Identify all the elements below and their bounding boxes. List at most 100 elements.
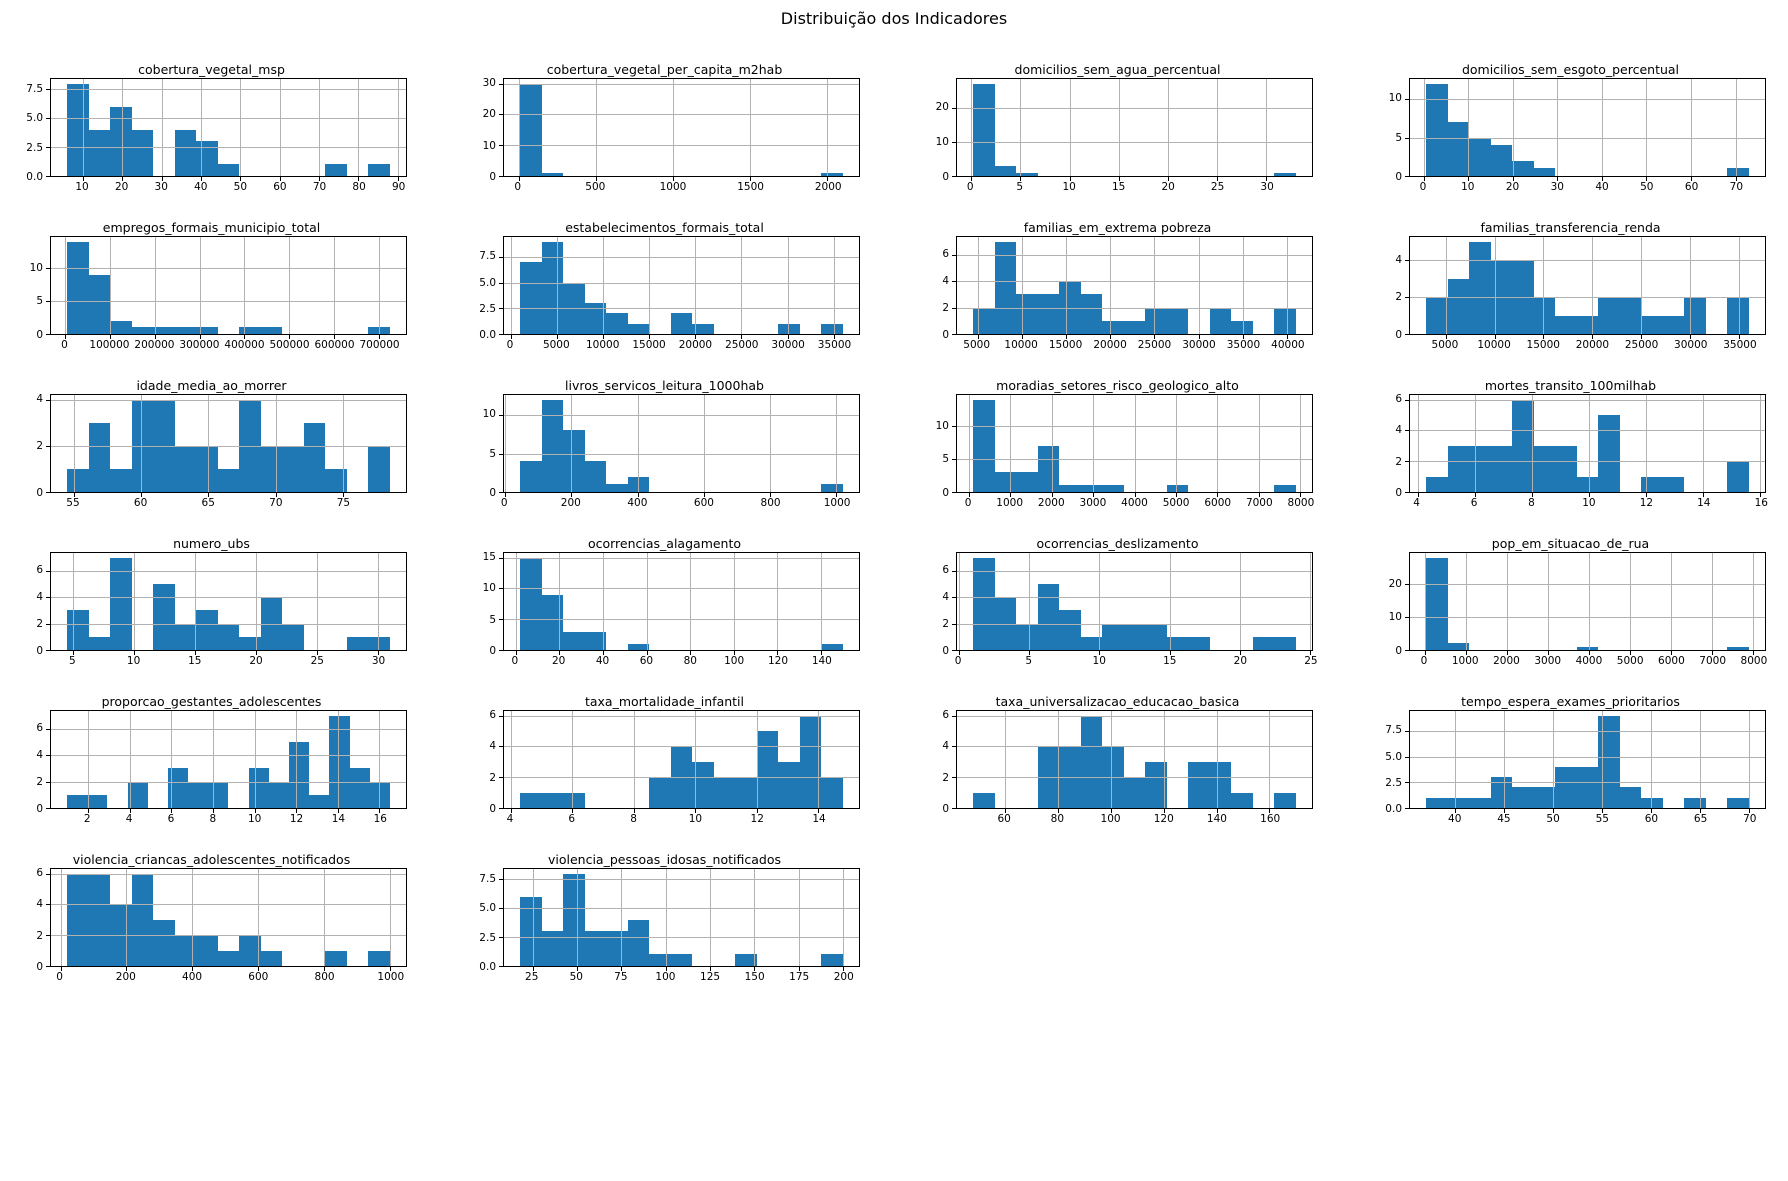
y-tick-label: 0 bbox=[942, 645, 949, 657]
gridline-horizontal bbox=[51, 89, 406, 91]
x-tick-mark bbox=[1093, 493, 1095, 497]
histogram-bar bbox=[110, 557, 132, 650]
x-tick-label: 0 bbox=[1419, 181, 1427, 193]
histogram-bar bbox=[606, 313, 628, 334]
x-tick-mark bbox=[240, 177, 242, 181]
y-axis-labels: 0 2 4 bbox=[1369, 236, 1404, 341]
histogram-bar bbox=[584, 303, 607, 334]
x-tick-mark bbox=[379, 809, 381, 813]
x-tick-label: 7000 bbox=[1699, 655, 1727, 667]
y-tick-label: 2.5 bbox=[26, 141, 43, 154]
histogram-bar bbox=[563, 792, 585, 808]
histogram-bar bbox=[110, 320, 132, 334]
y-tick-label: 2 bbox=[942, 302, 949, 315]
x-tick-label: 100 bbox=[655, 971, 676, 983]
x-tick-label: 10 bbox=[247, 813, 262, 825]
histogram-bar bbox=[1274, 307, 1296, 334]
histogram-bar bbox=[153, 919, 175, 966]
x-tick-mark bbox=[1167, 177, 1169, 181]
y-tick-label: 0 bbox=[1395, 487, 1402, 499]
y-tick-mark bbox=[952, 254, 956, 256]
histogram-bar bbox=[1447, 122, 1470, 176]
x-tick-mark bbox=[1417, 493, 1419, 497]
gridline-vertical bbox=[842, 869, 844, 966]
gridline-vertical bbox=[510, 711, 512, 808]
histogram-bar bbox=[1145, 761, 1167, 808]
subplot-title: numero_ubs bbox=[173, 536, 250, 551]
histogram-bar bbox=[349, 768, 370, 808]
histogram-bar bbox=[584, 461, 607, 492]
subplot-title: taxa_mortalidade_infantil bbox=[584, 694, 745, 709]
subplot-title: violencia_pessoas_idosas_notificados bbox=[547, 852, 781, 867]
histogram-bar bbox=[1188, 636, 1210, 650]
y-tick-mark bbox=[499, 557, 503, 559]
gridline-vertical bbox=[358, 79, 360, 176]
x-tick-mark bbox=[754, 967, 756, 971]
histogram-bar bbox=[217, 623, 240, 650]
x-tick-label: 10000 bbox=[585, 339, 620, 351]
plot-area bbox=[499, 236, 860, 339]
y-tick-mark bbox=[952, 176, 956, 177]
x-tick-label: 4000 bbox=[1575, 655, 1603, 667]
x-tick-label: 35000 bbox=[1226, 339, 1261, 351]
y-tick-mark bbox=[1405, 808, 1409, 809]
x-tick-label: 30 bbox=[371, 655, 386, 667]
plot-area bbox=[499, 868, 860, 971]
x-tick-mark bbox=[968, 493, 970, 497]
gridline-vertical bbox=[141, 395, 143, 492]
histogram-bar bbox=[1576, 476, 1599, 492]
gridline-vertical bbox=[208, 395, 210, 492]
x-tick-label: 2000 bbox=[1037, 497, 1065, 509]
x-tick-label: 400000 bbox=[224, 339, 265, 351]
x-tick-mark bbox=[1547, 651, 1549, 655]
x-tick-mark bbox=[134, 651, 136, 655]
x-tick-mark bbox=[787, 335, 789, 339]
plot-body: 0.0 2.5 5.0 7.5 0 5000 10000 15000 20000 25000 300… bbox=[463, 236, 866, 353]
gridline-vertical bbox=[1760, 395, 1762, 492]
gridline-horizontal bbox=[51, 781, 406, 783]
histogram-bar bbox=[1426, 297, 1448, 334]
x-tick-label: 0 bbox=[1420, 655, 1428, 667]
histogram-bar bbox=[1426, 557, 1448, 650]
y-tick-label: 10 bbox=[482, 408, 496, 421]
gridline-vertical bbox=[833, 237, 835, 334]
x-tick-mark bbox=[1703, 493, 1705, 497]
histogram-bar bbox=[1274, 636, 1296, 650]
y-tick-mark bbox=[46, 118, 50, 120]
histogram-bar bbox=[1447, 278, 1470, 334]
gridline-horizontal bbox=[504, 282, 859, 284]
x-tick-label: 35000 bbox=[1723, 339, 1757, 351]
subplot-title: empregos_formais_municipio_total bbox=[102, 220, 321, 235]
x-tick-mark bbox=[690, 651, 692, 655]
gridline-horizontal bbox=[957, 715, 1312, 717]
y-tick-label: 0 bbox=[36, 645, 43, 657]
gridline-vertical bbox=[195, 553, 196, 650]
gridline-vertical bbox=[1051, 395, 1053, 492]
x-tick-label: 12 bbox=[289, 813, 304, 825]
y-tick-mark bbox=[952, 426, 956, 427]
x-tick-mark bbox=[1239, 651, 1241, 655]
x-tick-label: 1000 bbox=[823, 497, 851, 509]
subplot-title: tempo_espera_exames_prioritarios bbox=[1461, 694, 1680, 709]
histogram-bar bbox=[196, 327, 218, 334]
x-tick-label: 160 bbox=[1260, 813, 1281, 825]
gridline-vertical bbox=[505, 395, 507, 492]
y-tick-label: 5.0 bbox=[479, 902, 496, 915]
x-axis-labels: 0 200 400 600 800 1000 bbox=[50, 969, 407, 985]
subplot-title: mortes_transito_100milhab bbox=[1484, 378, 1657, 393]
y-tick-mark bbox=[46, 301, 50, 302]
gridline-horizontal bbox=[957, 141, 1312, 143]
gridline-vertical bbox=[1553, 711, 1555, 808]
gridline-horizontal bbox=[957, 746, 1312, 748]
gridline-horizontal bbox=[51, 147, 406, 149]
gridline-vertical bbox=[1690, 79, 1692, 176]
histogram-bar bbox=[1080, 715, 1103, 808]
gridline-vertical bbox=[73, 395, 75, 492]
x-tick-label: 30000 bbox=[1182, 339, 1216, 351]
subplot-cobertura-vegetal-msp: cobertura_vegetal_msp 0.0 2.5 5.0 7.5 10 20 30 4… bbox=[10, 61, 413, 195]
x-tick-mark bbox=[1646, 493, 1648, 497]
y-tick-label: 10 bbox=[1388, 92, 1402, 105]
x-tick-label: 80 bbox=[352, 181, 366, 193]
histogram-bar bbox=[1619, 787, 1642, 808]
histogram-bar bbox=[973, 83, 995, 176]
